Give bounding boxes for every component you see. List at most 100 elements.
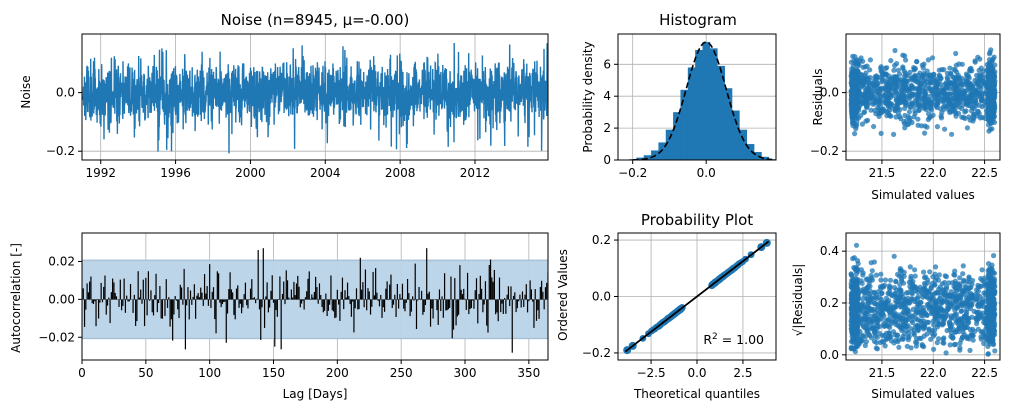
acf-bar <box>238 299 240 308</box>
acf-bar <box>528 299 530 302</box>
acf-bar <box>329 299 331 305</box>
acf-bar <box>195 299 197 319</box>
histogram-bar <box>658 142 667 160</box>
sqrt_residuals-point <box>927 269 933 275</box>
sqrt_residuals-point <box>852 288 859 295</box>
acf-bar <box>436 299 438 311</box>
residuals-point <box>891 131 897 137</box>
histogram-title: Histogram <box>659 11 737 29</box>
residuals-point <box>952 95 958 101</box>
histogram-frame <box>617 33 777 161</box>
residuals-point <box>871 100 877 106</box>
residuals-point <box>984 62 990 68</box>
sqrt_residuals-point <box>958 308 964 314</box>
residuals-point <box>977 56 983 62</box>
acf-bar <box>368 291 370 300</box>
sqrt_residuals-point <box>950 335 956 341</box>
sqrt_residuals-point <box>865 328 871 334</box>
histogram-bar <box>680 89 689 160</box>
acf-bar <box>541 280 543 300</box>
acf-bar <box>187 287 189 300</box>
histogram-bar <box>702 41 711 160</box>
acf-bar <box>406 278 409 300</box>
sqrt_residuals-point <box>920 305 927 311</box>
acf-bar <box>445 299 447 311</box>
acf-bar <box>372 271 374 300</box>
residuals-point <box>974 113 980 119</box>
sqrt_residuals-point <box>987 291 994 297</box>
sqrt_residuals-point <box>873 272 880 278</box>
residuals-point <box>952 67 959 73</box>
acf-bar <box>488 265 490 300</box>
acf-bar <box>100 282 102 300</box>
acf-bar <box>363 299 365 308</box>
acf-bar <box>132 299 134 313</box>
acf-bar <box>377 299 379 301</box>
sqrt_residuals-point <box>884 306 890 312</box>
acf-bar <box>431 299 433 309</box>
residuals-point <box>934 86 940 92</box>
acf-bar <box>203 274 206 300</box>
sqrt_residuals-point <box>857 328 863 334</box>
acf-bar <box>376 292 378 300</box>
residuals-point <box>976 102 983 108</box>
acf-bar <box>178 299 180 319</box>
acf-bar <box>315 276 317 300</box>
noise-plot-area <box>82 42 548 154</box>
acf-bar <box>521 291 524 300</box>
sqrt_residuals-point <box>908 326 915 332</box>
sqrt_residuals-point <box>879 302 885 308</box>
acf-bar <box>415 299 418 330</box>
acf-bar <box>99 299 101 303</box>
residuals-point <box>953 50 959 57</box>
acf-bar <box>326 299 328 317</box>
acf-bar <box>469 299 471 309</box>
acf-bar <box>146 299 148 316</box>
sqrt_residuals-point <box>913 316 919 322</box>
sqrt_residuals-point <box>988 307 994 313</box>
residuals-ytick-label: 0.0 <box>820 86 839 100</box>
acf-bar <box>451 299 453 339</box>
acf-bar <box>454 278 456 300</box>
residuals-point <box>942 126 948 132</box>
sqrt_residuals-point <box>957 345 963 351</box>
acf-bar <box>500 299 502 313</box>
sqrt_residuals-point <box>919 342 925 348</box>
sqrt_residuals-point <box>878 271 884 277</box>
sqrt_residuals-point <box>929 330 935 336</box>
acf-bar <box>160 299 162 319</box>
acf-bar <box>526 299 529 313</box>
sqrt_residuals-point <box>952 272 958 278</box>
sqrt_residuals-point <box>960 263 966 269</box>
residuals-point <box>913 92 919 98</box>
acf-bar <box>174 296 176 300</box>
residuals-point <box>948 71 954 77</box>
acf-bar <box>170 299 172 320</box>
sqrt_residuals-point <box>943 350 949 356</box>
sqrt_residuals-frame <box>845 232 1001 361</box>
noise-panel: Noise (n=8945, μ=-0.00) Noise 1992 1996 20… <box>19 11 549 180</box>
acf-bar <box>118 299 120 307</box>
acf-bar <box>529 280 531 300</box>
acf-bar <box>510 286 512 300</box>
sqrt_residuals-point <box>891 309 898 316</box>
residuals-point <box>959 87 965 93</box>
sqrt_residuals-point <box>915 328 921 334</box>
histogram-bar <box>739 129 748 160</box>
sqrt_residuals-point <box>975 284 981 290</box>
sqrt_residuals-point <box>906 308 912 315</box>
sqrt_residuals-point <box>912 273 918 279</box>
acf-bar <box>398 299 400 309</box>
sqrt_residuals-point <box>879 283 886 289</box>
acf-bar <box>265 296 267 300</box>
residuals-point <box>878 130 884 136</box>
residuals-xtick-label: 22.0 <box>920 166 947 180</box>
acf-bar <box>133 294 135 300</box>
sqrt_residuals-point <box>986 324 992 330</box>
residuals-point <box>947 97 954 103</box>
acf-bar <box>246 299 248 306</box>
sqrt_residuals-point <box>940 321 946 327</box>
residuals-point <box>886 112 892 118</box>
acf-bar <box>427 293 429 300</box>
probability_plot-xtick-label: −2.5 <box>636 366 665 380</box>
